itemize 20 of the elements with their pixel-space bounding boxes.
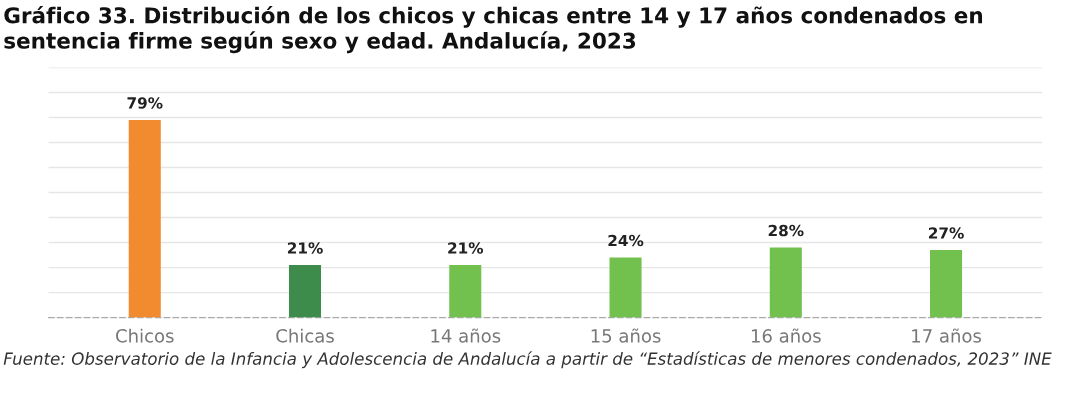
data-label: 79% xyxy=(127,97,163,109)
x-tick-label: Chicos xyxy=(116,328,174,343)
data-label: 28% xyxy=(768,224,804,237)
bar xyxy=(128,120,161,318)
bar xyxy=(609,257,642,318)
bar xyxy=(930,250,963,318)
data-label: 21% xyxy=(448,242,484,254)
x-tick-label: 15 años xyxy=(591,328,661,343)
data-label: 27% xyxy=(928,227,964,239)
data-label: 21% xyxy=(287,242,323,254)
chart-title: Gráfico 33. Distribución de los chicos y chicas entre 14 y 17 años condenados en sentencia firme según sexo y edad. Andalucía, 2023 xyxy=(4,5,983,54)
bar xyxy=(449,265,482,318)
x-tick-label: 16 años xyxy=(751,328,821,343)
source-note: Fuente: Observatorio de la Infancia y Adolescencia de Andalucía a partir de “Estadísticas de menores condenados, 2023” INE xyxy=(3,351,1052,369)
x-tick-label: 14 años xyxy=(431,328,501,343)
x-tick-label: 17 años xyxy=(912,328,981,343)
data-label: 24% xyxy=(608,234,644,247)
x-tick-label: Chicas xyxy=(276,328,334,343)
bar xyxy=(288,265,322,318)
bar xyxy=(769,247,802,318)
